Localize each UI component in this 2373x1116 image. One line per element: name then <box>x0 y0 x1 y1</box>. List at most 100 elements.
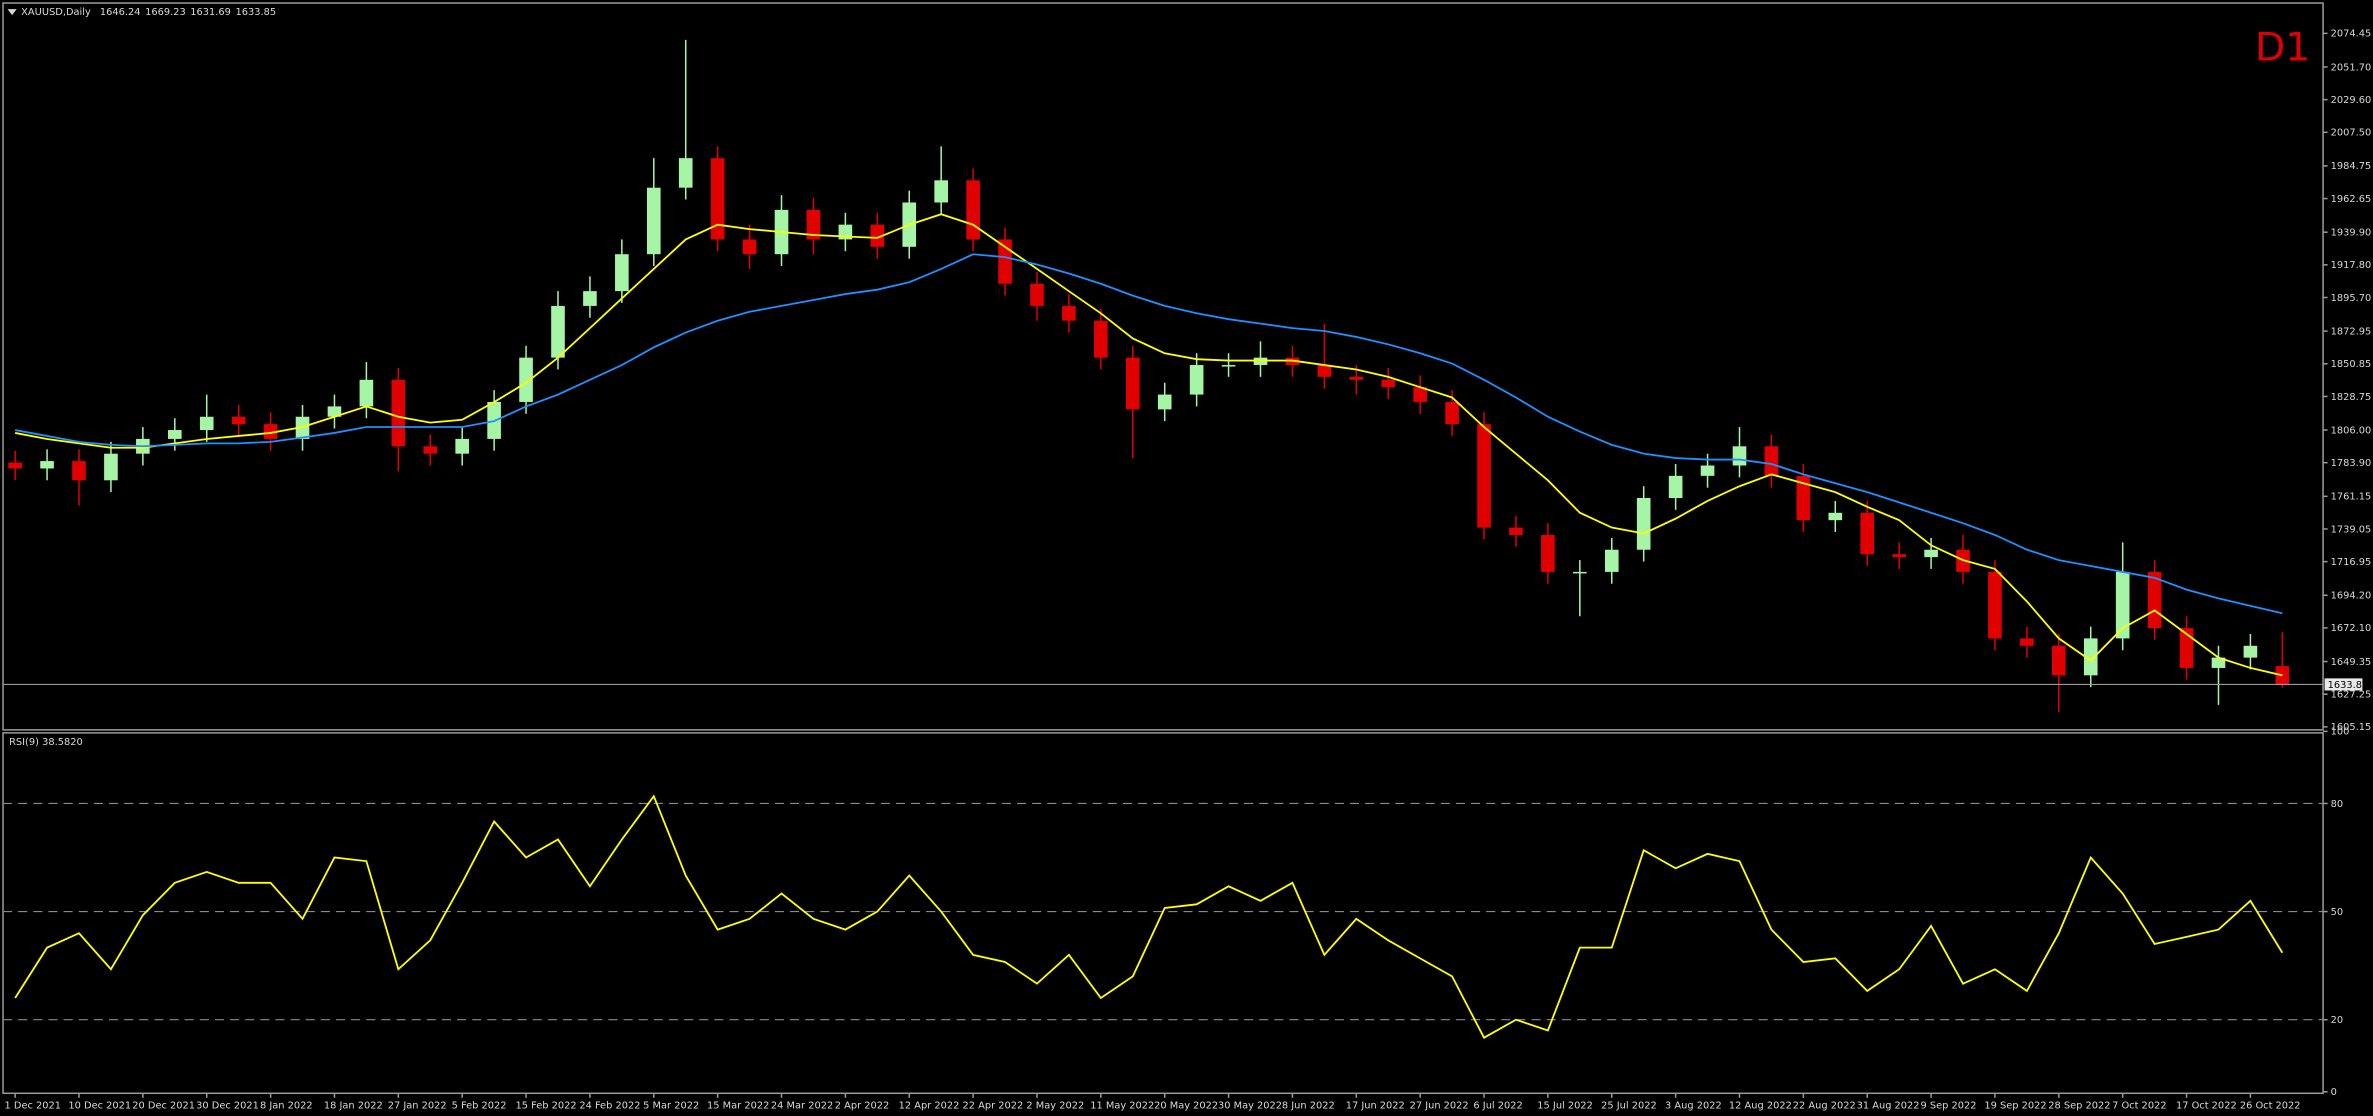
candle-body <box>359 379 374 407</box>
candle-body <box>1030 283 1044 306</box>
y-tick-label: 1739.05 <box>2331 524 2372 535</box>
candle-body <box>551 305 565 358</box>
y-tick-label: 2074.45 <box>2331 29 2372 40</box>
candle-body <box>1541 534 1555 572</box>
y-tick-label: 1962.65 <box>2331 194 2372 205</box>
x-tick-label: 31 Aug 2022 <box>1857 1100 1920 1111</box>
x-tick-label: 8 Jan 2022 <box>260 1100 313 1111</box>
last-high: 1669.23 <box>145 7 186 18</box>
x-tick-label: 27 Jan 2022 <box>388 1100 447 1111</box>
x-tick-label: 2 May 2022 <box>1026 1100 1084 1111</box>
y-tick-label: 1694.20 <box>2331 591 2372 602</box>
candle-body <box>934 180 948 203</box>
candle-body <box>199 416 214 431</box>
x-tick-label: 12 Aug 2022 <box>1729 1100 1792 1111</box>
x-tick-label: 24 Feb 2022 <box>579 1100 640 1111</box>
candle-body <box>1445 401 1459 425</box>
y-tick-label: 1872.95 <box>2331 326 2372 337</box>
symbol: XAUUSD,Daily <box>21 7 91 18</box>
rsi-header: RSI(9) 38.5820 <box>9 737 83 748</box>
candle-body <box>646 187 661 255</box>
last-close: 1633.85 <box>235 7 276 18</box>
y-tick-label: 1917.80 <box>2331 260 2372 271</box>
x-tick-label: 15 Mar 2022 <box>707 1100 769 1111</box>
candle-body <box>2243 645 2258 658</box>
candle-body <box>870 224 885 247</box>
y-tick-label: 2007.50 <box>2331 128 2372 139</box>
candle-body <box>1157 394 1172 410</box>
candle-body <box>1828 512 1843 521</box>
candle-body <box>1349 376 1364 380</box>
last-low: 1631.69 <box>190 7 231 18</box>
y-tick-label: 80 <box>2331 799 2344 810</box>
x-tick-label: 11 May 2022 <box>1090 1100 1154 1111</box>
x-tick-label: 30 Dec 2021 <box>196 1100 259 1111</box>
candle-body <box>1221 365 1236 367</box>
candle-body <box>423 446 438 454</box>
candle-body <box>2020 638 2034 646</box>
y-tick-label: 1783.90 <box>2331 458 2372 469</box>
candle-body <box>1764 446 1779 476</box>
y-tick-label: 50 <box>2331 907 2344 918</box>
y-tick-label: 100 <box>2331 727 2350 738</box>
menu-arrow[interactable] <box>7 9 17 16</box>
candle-body <box>966 180 980 240</box>
x-tick-label: 30 May 2022 <box>1218 1100 1282 1111</box>
candle-body <box>1413 387 1427 402</box>
candle-body <box>1796 475 1811 521</box>
candle-body <box>1477 424 1491 528</box>
moving-average <box>14 253 2283 615</box>
candle-body <box>998 239 1012 284</box>
x-tick-label: 25 Jul 2022 <box>1601 1100 1657 1111</box>
y-tick-label: 1895.70 <box>2331 293 2372 304</box>
candle-body <box>1094 320 1108 358</box>
x-tick-label: 22 Apr 2022 <box>963 1100 1024 1111</box>
y-tick-label: 1716.95 <box>2331 557 2372 568</box>
y-tick-label: 1828.75 <box>2331 392 2372 403</box>
x-tick-label: 24 Mar 2022 <box>771 1100 833 1111</box>
y-tick-label: 1605.15 <box>2331 722 2372 733</box>
moving-average <box>14 213 2283 677</box>
x-tick-label: 19 Sep 2022 <box>1984 1100 2046 1111</box>
candle-body <box>167 430 182 439</box>
y-tick-label: 1672.10 <box>2331 623 2372 634</box>
current-price-box <box>2324 678 2363 691</box>
candle-body <box>8 462 22 469</box>
candle-body <box>72 461 86 481</box>
candle-body <box>1860 512 1875 555</box>
candle-body <box>1125 357 1140 410</box>
price-panel-frame <box>2 2 2324 731</box>
y-tick-label: 1984.75 <box>2331 161 2372 172</box>
candle-body <box>1988 571 2002 639</box>
y-tick-label: 1850.85 <box>2331 359 2372 370</box>
y-tick-label: 0 <box>2331 1087 2337 1098</box>
x-tick-label: 17 Jun 2022 <box>1346 1100 1405 1111</box>
y-tick-label: 1761.15 <box>2331 492 2372 503</box>
x-tick-label: 27 Jun 2022 <box>1410 1100 1469 1111</box>
y-tick-label: 2029.60 <box>2331 95 2372 106</box>
candle-body <box>104 453 118 481</box>
candle-body <box>678 158 693 188</box>
candle-body <box>455 438 470 454</box>
candle-body <box>583 291 597 306</box>
candle-body <box>391 379 406 447</box>
candle-body <box>1924 549 1938 558</box>
candle-body <box>1668 475 1683 499</box>
x-tick-label: 5 Mar 2022 <box>643 1100 699 1111</box>
x-tick-label: 22 Aug 2022 <box>1793 1100 1856 1111</box>
x-tick-label: 28 Sep 2022 <box>2048 1100 2110 1111</box>
y-tick-label: 1806.00 <box>2331 425 2372 436</box>
x-tick-label: 1 Dec 2021 <box>5 1100 62 1111</box>
candle-body <box>1732 446 1747 466</box>
candle-body <box>1381 379 1396 388</box>
candle-body <box>1700 465 1715 476</box>
y-tick-label: 2051.70 <box>2331 62 2372 73</box>
candle-body <box>1509 527 1523 535</box>
candle-body <box>806 209 821 240</box>
candle-body <box>1062 305 1076 321</box>
candle-body <box>710 158 725 240</box>
x-tick-label: 6 Jul 2022 <box>1473 1100 1522 1111</box>
x-tick-label: 26 Oct 2022 <box>2240 1100 2301 1111</box>
x-tick-label: 18 Jan 2022 <box>324 1100 383 1111</box>
